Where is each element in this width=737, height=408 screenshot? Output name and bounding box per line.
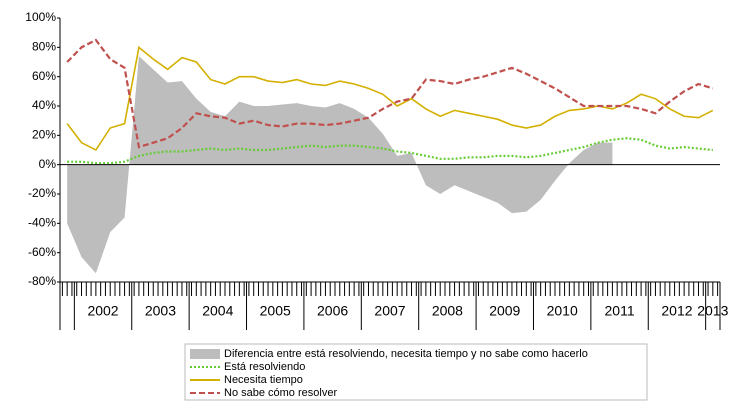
x-tick-label: 2002	[87, 303, 118, 319]
legend-box	[184, 343, 648, 401]
y-tick-label: 20%	[32, 128, 56, 142]
x-tick-label: 2004	[202, 303, 233, 319]
line	[67, 137, 713, 165]
y-tick-label: -60%	[28, 245, 56, 259]
x-tick-label: 2006	[317, 303, 348, 319]
legend-label: Necesita tiempo	[224, 374, 303, 386]
x-tick-label: 2010	[547, 303, 578, 319]
x-tick-label: 2012	[661, 303, 692, 319]
y-tick-label: -40%	[28, 216, 56, 230]
line	[66, 45, 714, 152]
legend-swatch	[190, 349, 220, 359]
y-tick-label: -80%	[28, 274, 56, 288]
y-tick-label: 0%	[39, 157, 57, 171]
line	[66, 38, 714, 149]
y-tick-label: 40%	[32, 98, 56, 112]
y-tick-label: 80%	[32, 40, 56, 54]
x-tick-label: 2005	[260, 303, 291, 319]
y-tick-label: 100%	[25, 10, 56, 24]
y-tick-label: 60%	[32, 69, 56, 83]
x-tick-label: 2013	[697, 303, 728, 319]
legend-label: Está resolviendo	[224, 361, 305, 373]
legend-label: Diferencia entre está resolviendo, neces…	[224, 348, 588, 360]
x-tick-label: 2007	[374, 303, 405, 319]
x-tick-label: 2011	[605, 303, 635, 319]
legend-label: No sabe cómo resolver	[224, 387, 337, 399]
x-tick-label: 2003	[145, 303, 176, 319]
x-tick-label: 2009	[489, 303, 520, 319]
x-tick-label: 2008	[432, 303, 463, 319]
y-tick-label: -20%	[28, 186, 56, 200]
